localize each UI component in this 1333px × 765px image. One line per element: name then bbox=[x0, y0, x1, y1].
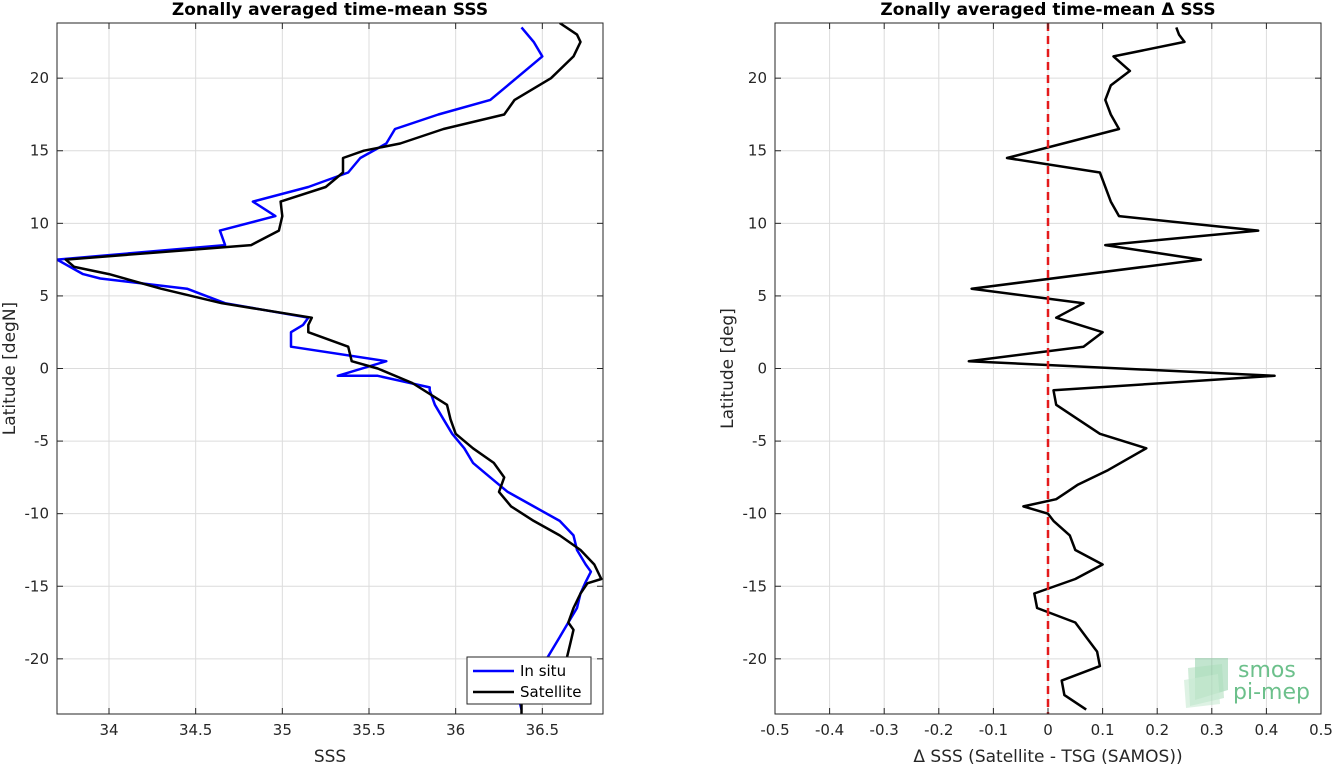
sss-y-tick-label: -20 bbox=[25, 650, 50, 668]
sss-y-tick-label: -10 bbox=[25, 505, 50, 523]
logo-line-2: pi-mep bbox=[1233, 680, 1310, 705]
delta-sss-x-tick-label: -0.5 bbox=[760, 721, 789, 739]
sss-x-tick-label: 34 bbox=[99, 721, 118, 739]
delta-sss-x-axis-label: Δ SSS (Satellite - TSG (SAMOS)) bbox=[913, 747, 1182, 765]
delta-sss-y-tick-label: -5 bbox=[752, 432, 767, 450]
delta-sss-y-axis-label: Latitude [deg] bbox=[718, 308, 738, 429]
delta-sss-x-tick-label: 0.1 bbox=[1091, 721, 1115, 739]
sss-series-line-satellite bbox=[64, 23, 603, 714]
delta-sss-x-tick-label: 0.2 bbox=[1145, 721, 1169, 739]
legend-label-in-situ: In situ bbox=[520, 662, 566, 680]
smos-pi-mep-logo: smos pi-mep bbox=[1184, 658, 1310, 708]
delta-sss-x-tick-label: 0.4 bbox=[1254, 721, 1278, 739]
delta-sss-y-tick-label: 20 bbox=[748, 69, 767, 87]
delta-sss-series-line-delta bbox=[967, 26, 1276, 711]
delta-sss-x-tick-label: 0.5 bbox=[1309, 721, 1333, 739]
delta-sss-ticks: -0.5 -0.4 -0.3 -0.2 -0.1 0 0.1 0.2 0.3 0.4 0.5 -20 -… bbox=[743, 23, 1333, 739]
sss-x-tick-label: 35.5 bbox=[352, 721, 385, 739]
sss-x-axis-label: SSS bbox=[314, 747, 346, 765]
logo-line-1: smos bbox=[1238, 658, 1296, 683]
sss-legend: In situ Satellite bbox=[466, 656, 592, 705]
delta-sss-series bbox=[967, 26, 1276, 711]
delta-sss-x-tick-label: 0.3 bbox=[1200, 721, 1224, 739]
sss-x-tick-label: 36.5 bbox=[526, 721, 559, 739]
delta-sss-y-tick-label: -15 bbox=[743, 577, 768, 595]
sss-y-tick-label: 15 bbox=[30, 142, 49, 160]
sss-y-tick-label: -15 bbox=[25, 577, 50, 595]
sss-grid bbox=[57, 23, 603, 714]
delta-sss-axes: -0.5 -0.4 -0.3 -0.2 -0.1 0 0.1 0.2 0.3 0.4 0.5 -20 -… bbox=[718, 0, 1333, 765]
delta-sss-x-tick-label: -0.1 bbox=[979, 721, 1008, 739]
delta-sss-y-tick-label: -20 bbox=[743, 650, 768, 668]
logo-waves-icon bbox=[1184, 658, 1228, 708]
delta-sss-x-tick-label: -0.4 bbox=[815, 721, 844, 739]
delta-sss-chart-title: Zonally averaged time-mean Δ SSS bbox=[880, 0, 1215, 20]
legend-label-satellite: Satellite bbox=[520, 683, 581, 701]
sss-y-tick-label: 10 bbox=[30, 214, 49, 232]
delta-sss-x-tick-label: 0 bbox=[1043, 721, 1053, 739]
sss-x-tick-label: 36 bbox=[446, 721, 465, 739]
delta-sss-x-tick-label: -0.3 bbox=[870, 721, 899, 739]
delta-sss-y-tick-label: 5 bbox=[757, 287, 767, 305]
sss-y-tick-label: 20 bbox=[30, 69, 49, 87]
sss-series bbox=[57, 23, 603, 714]
sss-ticks: 34 34.5 35 35.5 36 36.5 -20 -15 -10 -5 0 5 10 15 20 bbox=[25, 23, 603, 739]
sss-x-tick-label: 35 bbox=[273, 721, 292, 739]
sss-y-tick-label: 0 bbox=[39, 360, 49, 378]
sss-x-tick-label: 34.5 bbox=[179, 721, 212, 739]
sss-y-tick-label: -5 bbox=[34, 432, 49, 450]
delta-sss-y-tick-label: 15 bbox=[748, 142, 767, 160]
sss-legend-box bbox=[466, 656, 592, 705]
delta-sss-y-tick-label: 10 bbox=[748, 214, 767, 232]
sss-series-line-in-situ bbox=[57, 26, 593, 710]
sss-chart-title: Zonally averaged time-mean SSS bbox=[172, 0, 488, 20]
delta-sss-y-tick-label: -10 bbox=[743, 505, 768, 523]
delta-sss-x-tick-label: -0.2 bbox=[924, 721, 953, 739]
sss-axes: 34 34.5 35 35.5 36 36.5 -20 -15 -10 -5 0 5 10 15 20 Zo… bbox=[0, 0, 604, 765]
delta-sss-y-tick-label: 0 bbox=[757, 360, 767, 378]
sss-y-axis-label: Latitude [degN] bbox=[0, 302, 20, 435]
sss-y-tick-label: 5 bbox=[39, 287, 49, 305]
